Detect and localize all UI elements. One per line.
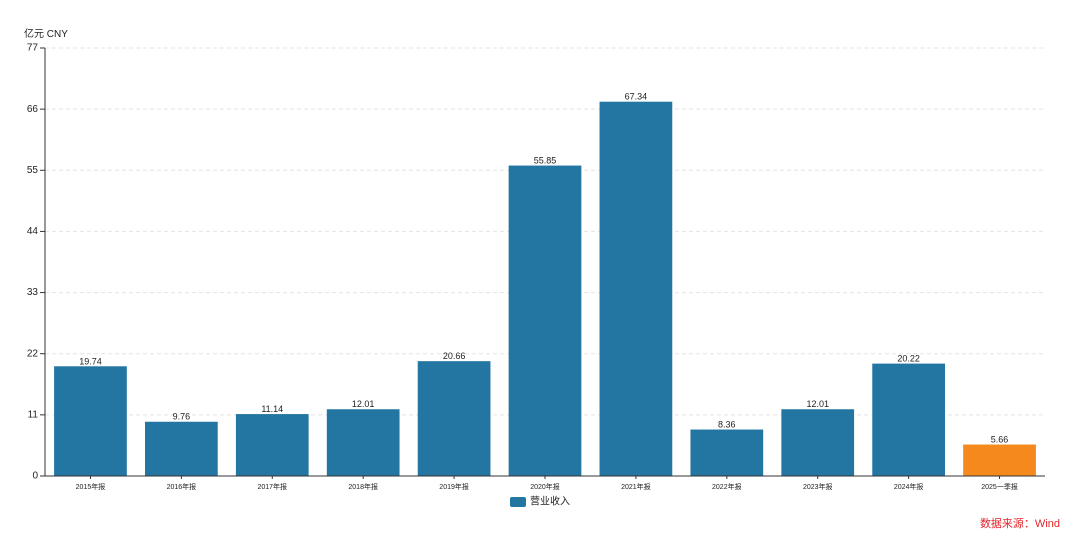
bar <box>326 409 400 476</box>
y-tick-label: 55 <box>27 165 39 176</box>
bars <box>54 101 1036 476</box>
bar-value-label: 20.66 <box>443 351 466 361</box>
bar-value-label: 9.76 <box>173 412 191 422</box>
bar-value-label: 11.14 <box>261 404 283 414</box>
bar-value-label: 8.36 <box>718 420 736 430</box>
x-tick-label: 2020年报 <box>530 482 560 491</box>
axes: 0 11 22 33 44 55 66 77 2015年报 2016年报 2017年报 2018年报 2… <box>27 43 1045 491</box>
x-tick-label: 2015年报 <box>76 482 106 491</box>
data-source-label: 数据来源：Wind <box>980 516 1060 530</box>
legend-label: 营业收入 <box>530 495 570 508</box>
bar-value-label: 5.66 <box>991 435 1009 445</box>
bar <box>690 429 764 476</box>
bar <box>781 409 855 476</box>
x-tick-label: 2023年报 <box>803 482 833 491</box>
bar-value-label: 67.34 <box>625 92 648 102</box>
y-tick-label: 33 <box>27 287 39 298</box>
bar-value-label: 20.22 <box>897 354 920 364</box>
x-tick-label: 2018年报 <box>348 482 378 491</box>
bar <box>963 444 1036 476</box>
x-tick-label: 2021年报 <box>621 482 651 491</box>
y-tick-label: 44 <box>27 226 39 237</box>
legend-swatch <box>510 497 526 507</box>
bar-value-label: 19.74 <box>79 356 102 366</box>
bar <box>599 101 673 476</box>
bar-value-label: 12.01 <box>352 399 375 409</box>
x-tick-label: 2024年报 <box>894 482 924 491</box>
bar <box>417 361 491 476</box>
x-tick-label: 2022年报 <box>712 482 742 491</box>
bar-value-label: 55.85 <box>534 156 557 166</box>
bar <box>145 421 218 476</box>
y-tick-label: 77 <box>27 43 39 54</box>
bar <box>508 165 582 476</box>
x-tick-label: 2016年报 <box>167 482 197 491</box>
x-tick-label: 2025一季报 <box>981 482 1018 491</box>
bar <box>872 363 945 476</box>
bar <box>235 414 309 476</box>
bar-value-label: 12.01 <box>806 399 829 409</box>
y-tick-label: 22 <box>27 348 39 359</box>
x-tick-label: 2017年报 <box>257 482 287 491</box>
x-tick-label: 2019年报 <box>439 482 469 491</box>
y-tick-label: 66 <box>27 104 39 115</box>
y-tick-label: 0 <box>32 471 38 482</box>
legend: 营业收入 <box>510 495 570 508</box>
y-axis-unit-label: 亿元 CNY <box>24 27 68 40</box>
bar <box>54 366 127 476</box>
y-tick-label: 11 <box>28 409 39 420</box>
data-labels: 19.74 9.76 11.14 12.01 20.66 55.85 67.34 8.36 12… <box>79 92 1008 445</box>
